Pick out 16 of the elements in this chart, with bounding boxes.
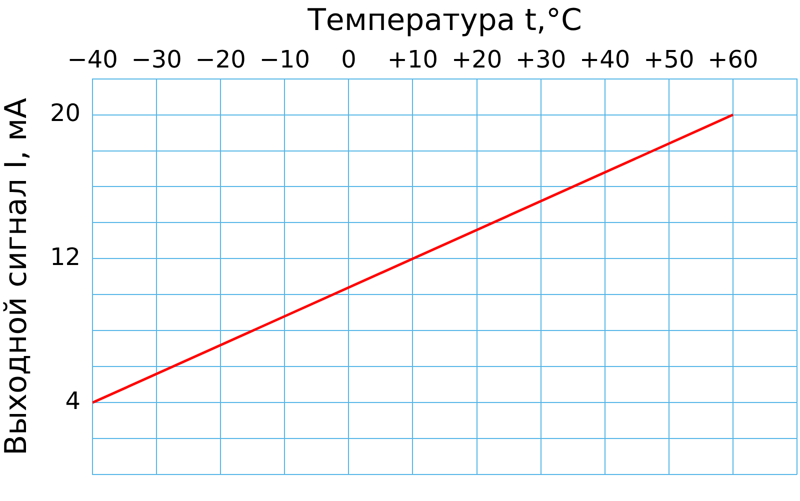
x-tick-label: −30 bbox=[131, 46, 182, 74]
y-tick-label: 12 bbox=[50, 242, 81, 271]
y-axis-title: Выходной сигнал I, мА bbox=[0, 97, 34, 456]
x-tick-label: −40 bbox=[67, 46, 118, 74]
x-tick-label: +30 bbox=[516, 46, 566, 74]
x-tick-label: −20 bbox=[195, 46, 246, 74]
x-tick-label: −10 bbox=[259, 46, 310, 74]
y-tick-label: 20 bbox=[50, 99, 81, 128]
y-tick-label: 4 bbox=[65, 386, 81, 415]
x-tick-label: 0 bbox=[341, 46, 356, 74]
x-tick-label: +50 bbox=[644, 46, 694, 74]
x-tick-label: +40 bbox=[580, 46, 630, 74]
x-tick-label: +60 bbox=[708, 46, 758, 74]
x-tick-label: +20 bbox=[451, 46, 502, 74]
x-axis-title: Температура t,°C bbox=[306, 2, 582, 38]
x-tick-label: +10 bbox=[387, 46, 438, 74]
